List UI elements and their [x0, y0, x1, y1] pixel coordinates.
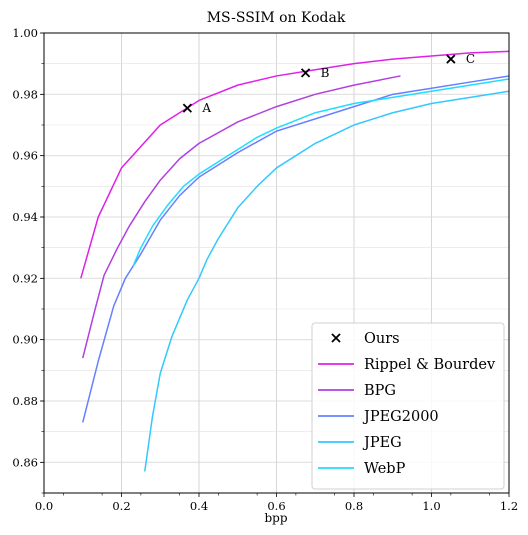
- ours-point-0: A: [182, 101, 211, 115]
- legend-marker: [331, 333, 341, 343]
- x-tick-label: 0.4: [190, 499, 208, 513]
- x-tick-label: 1.2: [500, 499, 518, 513]
- y-tick-label: 0.86: [12, 455, 38, 469]
- legend: Ours Rippel & Bourdev BPG JPEG2000 JPEG WebP: [311, 322, 505, 490]
- legend-label: Rippel & Bourdev: [364, 357, 496, 373]
- series-line-2: [82, 75, 510, 423]
- series-line-0: [80, 50, 510, 279]
- ours-point-1: B: [300, 66, 330, 80]
- ours-marker: [446, 54, 456, 64]
- ours-point-2: C: [446, 52, 475, 66]
- series-line-1: [82, 75, 401, 359]
- legend-label: JPEG: [362, 435, 402, 451]
- y-tick-label: 0.94: [12, 210, 38, 224]
- legend-entry-4: JPEG: [318, 435, 402, 451]
- legend-entry-0: Ours: [331, 331, 400, 347]
- legend-label: Ours: [364, 331, 400, 347]
- chart-title: MS-SSIM on Kodak: [207, 10, 346, 26]
- ours-annotation: C: [466, 52, 475, 66]
- legend-label: BPG: [364, 383, 396, 399]
- series-lines: [80, 50, 510, 472]
- ours-marker: [300, 68, 311, 78]
- y-tick-label: 0.92: [12, 271, 38, 285]
- x-tick-label: 0.6: [267, 499, 285, 513]
- y-tick-label: 0.88: [12, 394, 38, 408]
- ours-annotation: A: [201, 101, 211, 115]
- legend-box: [311, 322, 505, 490]
- legend-entry-2: BPG: [318, 383, 396, 399]
- y-tick-label: 1.00: [12, 26, 38, 40]
- x-tick-label: 1.0: [422, 499, 440, 513]
- legend-label: WebP: [364, 461, 406, 477]
- gridlines: [43, 32, 510, 494]
- x-tick-label: 0.0: [35, 499, 53, 513]
- x-tick-label: 0.2: [112, 499, 130, 513]
- ours-marker: [182, 103, 193, 113]
- legend-label: JPEG2000: [362, 409, 439, 425]
- y-tick-label: 0.96: [12, 149, 38, 163]
- legend-entry-3: JPEG2000: [318, 409, 439, 425]
- series-line-3: [144, 90, 510, 472]
- series-line-4: [132, 78, 510, 267]
- y-tick-label: 0.98: [12, 87, 38, 101]
- legend-entry-1: Rippel & Bourdev: [318, 357, 496, 373]
- x-tick-label: 0.8: [345, 499, 363, 513]
- legend-entry-5: WebP: [318, 461, 406, 477]
- axis-ticks: 0.0 0.2 0.4 0.6 0.8 1.0 1.2 0.86 0.88 0.90 0.92 0.9…: [12, 26, 518, 513]
- ours-markers: A B C: [182, 52, 475, 115]
- ours-annotation: B: [321, 66, 330, 80]
- y-tick-label: 0.90: [12, 333, 38, 347]
- x-axis-label: bpp: [264, 511, 287, 525]
